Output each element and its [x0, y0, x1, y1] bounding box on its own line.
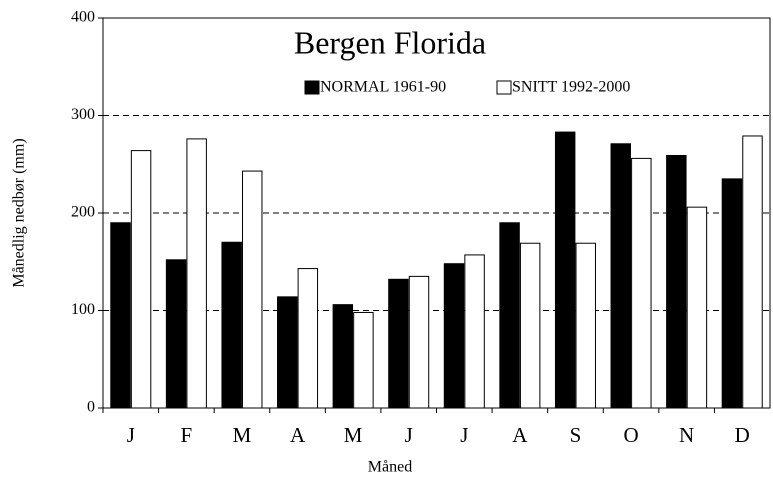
bar — [443, 263, 465, 409]
legend-swatch — [496, 80, 512, 95]
bar — [499, 222, 520, 409]
y-tick-label: 0 — [87, 399, 95, 416]
bar — [686, 206, 708, 409]
legend-label: SNITT 1992-2000 — [512, 79, 630, 96]
bar — [165, 259, 187, 409]
bar — [554, 131, 576, 409]
bar — [110, 222, 131, 409]
bar — [631, 157, 652, 409]
legend-label: NORMAL 1961-90 — [320, 79, 446, 96]
x-tick-label: J — [405, 423, 413, 447]
legend-swatch — [304, 80, 320, 95]
bar — [130, 150, 152, 409]
bar — [610, 143, 631, 409]
chart-title: Bergen Florida — [294, 24, 486, 60]
bar — [742, 135, 763, 409]
x-tick-label: F — [181, 423, 193, 447]
x-tick-label: N — [679, 423, 694, 447]
x-tick-label: A — [512, 423, 528, 447]
bar — [186, 138, 207, 409]
x-tick-label: O — [623, 423, 638, 447]
x-tick-label: A — [290, 423, 306, 447]
y-tick-label: 400 — [71, 9, 95, 26]
bar — [464, 254, 485, 409]
bar — [332, 304, 354, 409]
x-tick-label: M — [344, 423, 363, 447]
x-tick-label: M — [233, 423, 252, 447]
y-tick-label: 200 — [71, 204, 95, 221]
bar — [721, 178, 743, 409]
bar — [353, 311, 374, 409]
bar — [666, 154, 687, 409]
plot-frame — [102, 17, 771, 409]
bar — [242, 170, 263, 409]
bar — [388, 278, 409, 409]
bar — [575, 242, 596, 409]
y-tick-label: 100 — [71, 301, 95, 318]
bar — [408, 275, 430, 409]
x-tick-label: J — [460, 423, 468, 447]
bar — [297, 268, 319, 409]
bar — [221, 241, 242, 409]
x-tick-label: D — [735, 423, 750, 447]
bar — [519, 242, 541, 409]
x-tick-label: J — [127, 423, 135, 447]
x-axis-label: Måned — [368, 459, 412, 476]
y-axis-label: Månedlig nedbør (mm) — [11, 138, 28, 287]
bar — [277, 296, 298, 409]
x-tick-label: S — [570, 423, 582, 447]
y-tick-label: 300 — [71, 106, 95, 123]
